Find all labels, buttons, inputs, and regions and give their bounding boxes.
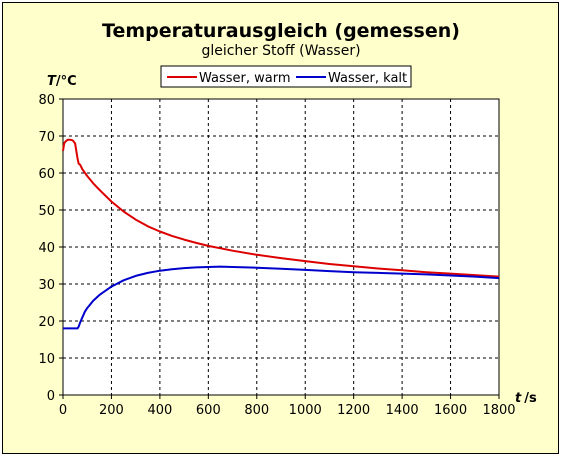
- legend-label-warm: Wasser, warm: [199, 71, 291, 86]
- grid-lines: [63, 99, 499, 395]
- legend: Wasser, warm Wasser, kalt: [160, 65, 412, 88]
- y-tick-label: 10: [38, 352, 55, 367]
- x-tick-label: 200: [99, 403, 124, 418]
- y-axis-variable: T: [47, 74, 57, 89]
- legend-box: [160, 65, 412, 88]
- series-lines: [62, 138, 500, 330]
- y-tick-label: 70: [38, 130, 55, 145]
- x-axis-variable: t: [515, 391, 522, 406]
- y-axis-title: T/°C: [47, 74, 77, 89]
- x-tick-label: 400: [147, 403, 172, 418]
- chart-title: Temperaturausgleich (gemessen): [102, 20, 460, 42]
- x-tick-label: 1000: [289, 403, 322, 418]
- x-tick-label: 0: [59, 403, 67, 418]
- y-tick-label: 80: [38, 93, 55, 108]
- x-axis-title: t/s: [515, 391, 537, 406]
- x-tick-label: 1800: [482, 403, 515, 418]
- x-tick-label: 1200: [337, 403, 370, 418]
- y-tick-label: 30: [38, 278, 55, 293]
- y-tick-label: 60: [38, 167, 55, 182]
- temperature-chart: Temperaturausgleich (gemessen) gleicher …: [38, 20, 537, 418]
- y-tick-label: 40: [38, 241, 55, 256]
- y-tick-label: 20: [38, 315, 55, 330]
- x-tick-label: 1600: [434, 403, 467, 418]
- x-tick-label: 1400: [386, 403, 419, 418]
- series-line-1: [63, 265, 500, 330]
- chart-subtitle: gleicher Stoff (Wasser): [201, 43, 360, 59]
- chart-frame: Temperaturausgleich (gemessen) gleicher …: [2, 2, 559, 454]
- legend-label-cold: Wasser, kalt: [328, 71, 407, 86]
- y-axis-unit: /°C: [56, 74, 77, 89]
- series-line-0: [62, 138, 500, 278]
- y-tick-label: 0: [47, 389, 55, 404]
- x-tick-label: 600: [196, 403, 221, 418]
- x-axis-unit: /s: [524, 391, 537, 406]
- x-tick-label: 800: [244, 403, 269, 418]
- y-tick-label: 50: [38, 204, 55, 219]
